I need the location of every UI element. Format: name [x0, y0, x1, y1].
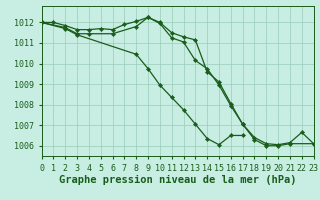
- X-axis label: Graphe pression niveau de la mer (hPa): Graphe pression niveau de la mer (hPa): [59, 175, 296, 185]
